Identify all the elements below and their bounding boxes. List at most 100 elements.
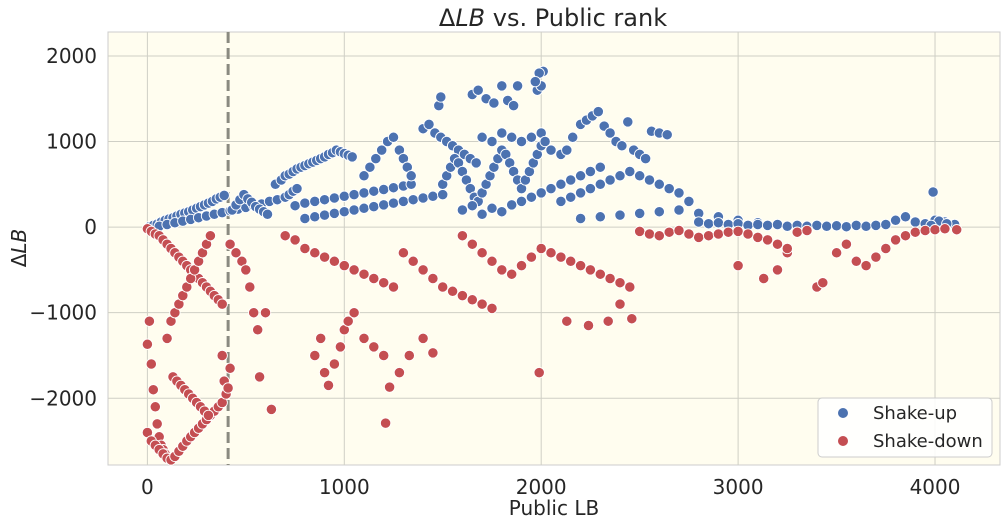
point-1-162 [742,228,754,240]
y-tick-label-1: −1000 [29,301,97,325]
point-0-185 [567,131,579,143]
point-0-218 [634,207,646,220]
point-1-135 [535,242,547,255]
title-italic: LB [455,4,485,32]
point-0-243 [870,219,882,232]
point-1-136 [545,247,557,259]
point-1-132 [506,268,518,280]
point-1-128 [466,238,478,250]
point-1-175 [830,247,843,259]
point-0-79 [378,183,390,196]
point-0-193 [616,140,628,152]
point-0-97 [437,188,449,201]
point-0-163 [545,182,557,195]
point-1-101 [318,366,331,379]
point-1-157 [693,231,705,244]
legend-label-shake-up: Shake-up [873,403,957,424]
point-1-82 [248,307,260,319]
point-0-127 [511,80,524,92]
point-1-156 [683,228,695,240]
point-1-102 [322,379,335,392]
point-1-124 [466,294,478,306]
point-1-97 [378,277,390,289]
point-1-78 [230,247,242,259]
point-0-78 [368,185,380,197]
point-0-246 [899,211,912,223]
point-1-145 [533,366,545,379]
point-0-159 [506,199,518,211]
point-0-205 [594,178,606,190]
point-1-165 [771,238,784,250]
point-0-93 [397,195,410,208]
x-tick-label-0: 0 [141,475,154,499]
point-0-215 [574,212,587,225]
point-0-172 [506,131,518,143]
point-0-174 [525,131,538,143]
point-1-104 [334,341,347,353]
point-1-186 [939,223,951,235]
point-1-75 [224,362,236,374]
y-tick-label-0: −2000 [29,386,97,410]
point-1-116 [427,347,439,359]
point-1-178 [860,259,872,272]
title-suffix: vs. Public rank [485,4,667,32]
point-1-93 [338,259,350,272]
y-axis-label-prefix: Δ [7,253,31,267]
point-0-177 [545,144,557,156]
point-0-169 [476,131,488,143]
point-1-80 [240,264,252,276]
y-tick-label-4: 2000 [46,44,97,68]
point-1-160 [722,226,734,238]
point-1-108 [358,332,370,345]
point-1-123 [456,289,469,302]
point-1-140 [584,264,597,276]
point-1-187 [951,224,963,236]
point-0-234 [781,220,793,232]
point-1-118 [407,255,419,267]
svg-text:ΔLB vs. Public rank: ΔLB vs. Public rank [439,4,667,32]
point-0-160 [515,195,528,208]
point-0-212 [663,182,675,195]
point-1-163 [752,231,764,244]
point-0-69 [346,151,358,163]
legend-marker-shake-up [837,407,849,419]
y-tick-label-2: 0 [84,215,97,239]
point-1-106 [342,315,354,327]
y-axis-label-italic: LB [7,229,31,254]
point-1-142 [604,272,616,285]
point-1-90 [309,247,321,259]
point-1-87 [279,230,291,242]
point-1-148 [602,315,614,327]
point-1-184 [919,224,931,237]
point-1-112 [379,417,392,429]
point-1-113 [393,366,406,379]
series-shake-down [141,223,963,466]
point-0-219 [653,206,665,218]
point-1-122 [446,285,459,297]
point-0-201 [555,195,567,208]
point-1-119 [417,264,429,276]
point-0-39 [291,182,303,195]
point-1-71 [204,230,217,242]
point-0-241 [850,219,862,232]
point-0-213 [673,187,685,199]
point-0-208 [624,165,636,178]
point-1-89 [299,242,311,255]
point-0-207 [614,170,626,182]
point-0-98 [358,170,370,182]
point-1-161 [732,225,744,238]
point-1-121 [437,281,449,293]
point-1-86 [253,371,266,383]
x-tick-label-4: 4000 [910,475,961,499]
point-1-76 [216,349,228,362]
point-0-74 [328,192,341,204]
point-1-180 [880,242,892,255]
legend: Shake-up Shake-down [817,397,993,458]
point-0-211 [653,178,665,190]
point-0-202 [565,191,577,203]
point-0-238 [821,220,833,232]
point-1-185 [929,224,941,236]
point-0-73 [318,194,331,206]
point-0-88 [348,204,360,216]
point-0-206 [604,174,616,186]
